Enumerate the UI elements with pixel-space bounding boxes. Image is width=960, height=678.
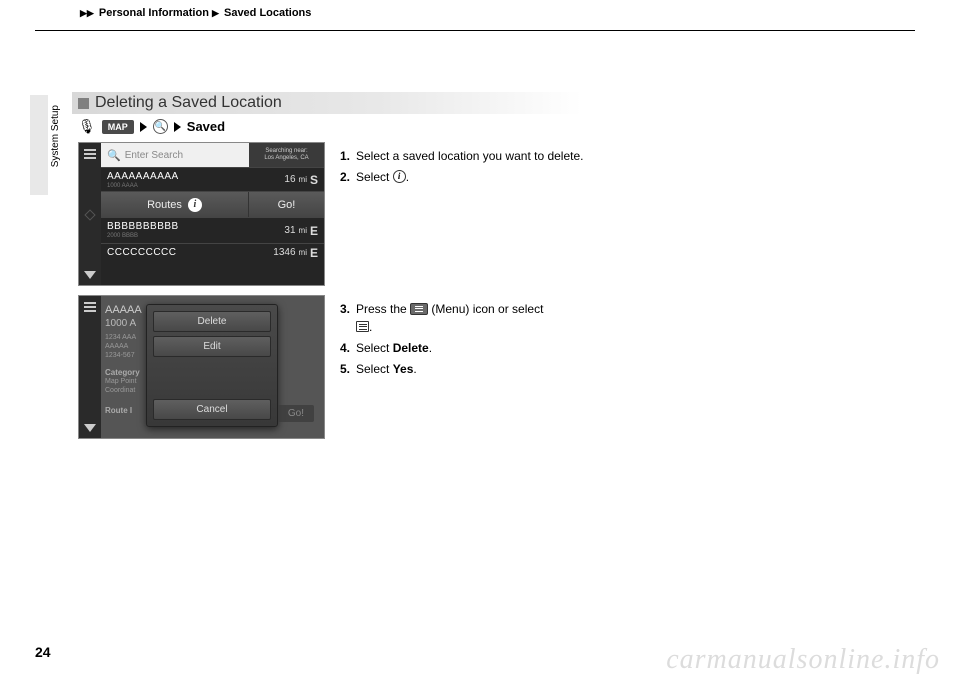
item-direction: S [310,173,318,187]
step-number: 5. [340,360,356,378]
section-label: System Setup [50,105,61,167]
list-side-controls [79,296,101,438]
step-number: 3. [340,300,356,336]
breadcrumb-arrow-icon: ▶▶ [80,8,94,18]
bg-route: Route I [105,406,132,415]
menu-button-icon [410,303,428,315]
list-item[interactable]: BBBBBBBBBB 2000 BBBB 31mi E [101,217,324,243]
breadcrumb-arrow-icon: ▶ [212,8,219,18]
watermark: carmanualsonline.info [666,644,940,676]
step-text: Press the (Menu) icon or select . [356,300,600,336]
heading-bullet-icon [78,98,89,109]
scroll-down-icon[interactable] [84,271,96,279]
step-text: Select i. [356,168,590,186]
item-name: AAAAAAAAAA [107,171,258,182]
search-icon: 🔍 [107,149,121,162]
cancel-button[interactable]: Cancel [153,399,271,420]
bg-category: Category [105,368,140,377]
path-saved-label: Saved [187,119,225,134]
header-divider [35,30,915,31]
bg-coord: Coordinat [105,387,135,394]
edit-option[interactable]: Edit [153,336,271,357]
item-distance: 16 [284,174,295,185]
bg-addr: 1000 A [105,318,136,329]
bg-sub: AAAAA [105,343,128,350]
item-sub: 1000 AAAA [107,183,258,189]
menu-icon[interactable] [84,149,96,159]
scroll-down-icon[interactable] [84,424,96,432]
routes-button[interactable]: Routes i [101,192,249,217]
item-name: CCCCCCCCC [107,247,258,258]
near-city: Los Angeles, CA [264,155,308,162]
list-item[interactable]: AAAAAAAAAA 1000 AAAA 16mi S [101,167,324,191]
screenshot-delete-modal: AAAAA 1000 A 1234 AAA AAAAA 1234-567 Cat… [78,295,325,439]
arrow-right-icon [174,122,181,132]
search-near-box[interactable]: Searching near: Los Angeles, CA [249,143,324,167]
section-heading: Deleting a Saved Location [72,92,582,114]
step-text: Select Delete. [356,339,600,357]
step-number: 1. [340,147,356,165]
breadcrumb-seg1: Personal Information [99,7,209,19]
go-button[interactable]: Go! [249,192,324,217]
instructions-2: 3. Press the (Menu) icon or select . 4. … [340,300,600,381]
breadcrumb-seg2: Saved Locations [224,7,311,19]
page-number: 24 [35,644,51,660]
search-circle-icon: 🔍 [153,119,168,134]
context-menu: Delete Edit Cancel [146,304,278,427]
item-name: BBBBBBBBBB [107,221,258,232]
arrow-right-icon [140,122,147,132]
search-input[interactable]: 🔍 Enter Search [101,143,249,167]
list-side-controls [79,143,101,285]
screenshot-saved-list: 🔍 Enter Search Searching near: Los Angel… [78,142,325,286]
item-direction: E [310,246,318,260]
info-icon[interactable]: i [188,198,202,212]
go-button-disabled: Go! [278,405,314,422]
navigation-path: 🎙 MAP 🔍 Saved [78,118,225,135]
search-placeholder: Enter Search [125,150,183,161]
section-side-tab [30,95,48,195]
step-text: Select a saved location you want to dele… [356,147,590,165]
near-label: Searching near: [265,148,307,155]
item-distance: 1346 [273,247,295,258]
bg-sub: 1234-567 [105,352,135,359]
step-text: Select Yes. [356,360,600,378]
item-distance: 31 [284,225,295,236]
voice-icon: 🎙 [78,118,96,135]
heading-text: Deleting a Saved Location [95,94,282,112]
bg-sub: 1234 AAA [105,334,136,341]
step-number: 4. [340,339,356,357]
item-sub: 2000 BBBB [107,233,258,239]
item-direction: E [310,224,318,238]
bg-name: AAAAA [105,304,142,316]
hamburger-icon [356,321,369,332]
instructions-1: 1. Select a saved location you want to d… [340,147,590,189]
breadcrumb: ▶▶ Personal Information ▶ Saved Location… [80,7,311,19]
step-number: 2. [340,168,356,186]
info-icon: i [393,170,406,183]
list-item[interactable]: CCCCCCCCC 1346mi E [101,243,324,261]
menu-icon[interactable] [84,302,96,312]
routes-label: Routes [147,199,182,211]
diamond-icon [84,209,95,220]
bg-map-point: Map Point [105,378,137,385]
delete-option[interactable]: Delete [153,311,271,332]
map-badge: MAP [102,120,134,134]
